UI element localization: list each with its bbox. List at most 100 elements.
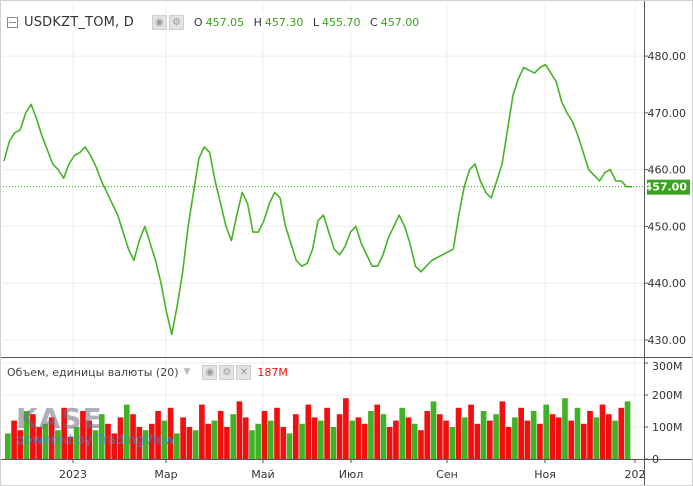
- volume-bar: [361, 423, 368, 459]
- volume-bar: [418, 430, 424, 459]
- time-tick-label: Ноя: [534, 468, 556, 481]
- volume-bar: [355, 417, 362, 459]
- volume-bar: [105, 423, 111, 459]
- volume-bar: [505, 427, 512, 459]
- price-tick-label: 450.00: [648, 220, 687, 233]
- volume-bar: [393, 420, 399, 459]
- volume-bar: [336, 414, 343, 459]
- volume-bar: [474, 423, 481, 459]
- time-tick-label: 202: [625, 468, 646, 481]
- chevron-down-icon[interactable]: ▼: [183, 367, 191, 377]
- volume-bar: [211, 420, 218, 459]
- volume-bar: [80, 411, 86, 459]
- volume-tick-label: 0: [652, 453, 659, 466]
- volume-bar: [493, 414, 499, 459]
- volume-bar: [261, 411, 268, 459]
- volume-bar: [180, 417, 186, 459]
- volume-tick-label: 100M: [652, 421, 683, 434]
- volume-bar: [512, 417, 518, 459]
- time-tick-label: Май: [251, 468, 274, 481]
- volume-bar: [61, 407, 67, 459]
- time-tick-label: 2023: [59, 468, 87, 481]
- volume-bar: [411, 423, 418, 459]
- symbol-title[interactable]: USDKZT_TOM, D: [24, 14, 134, 30]
- volume-bar: [549, 414, 556, 459]
- gear-icon[interactable]: ⚙: [168, 14, 184, 30]
- price-tick-label: 460.00: [648, 164, 687, 177]
- price-tick-label: 430.00: [648, 334, 687, 347]
- volume-bar: [605, 414, 612, 459]
- last-price-badge: [647, 179, 690, 195]
- volume-bar: [36, 427, 42, 459]
- volume-bar: [123, 404, 130, 459]
- volume-bar: [499, 401, 506, 459]
- volume-bar: [142, 430, 149, 459]
- gear-icon[interactable]: ⚙: [219, 364, 235, 380]
- volume-bar: [461, 417, 468, 459]
- volume-bar: [380, 414, 387, 459]
- volume-bar: [186, 427, 193, 459]
- volume-bar: [562, 398, 568, 459]
- volume-bar: [324, 407, 330, 459]
- ohlc-high-value: 457.30: [264, 15, 304, 29]
- volume-bar: [205, 423, 211, 459]
- volume-bar: [236, 401, 243, 459]
- volume-bar: [242, 417, 249, 459]
- volume-bar: [555, 417, 562, 459]
- price-tick-label: 470.00: [648, 107, 687, 120]
- volume-bar: [224, 427, 230, 459]
- volume-bar: [255, 423, 262, 459]
- volume-bar: [449, 427, 456, 459]
- eye-icon[interactable]: ◉: [202, 364, 218, 380]
- volume-bar: [199, 404, 205, 459]
- volume-bar: [11, 420, 17, 459]
- volume-bar: [86, 420, 93, 459]
- volume-bar: [42, 423, 49, 459]
- volume-bar: [5, 433, 11, 459]
- eye-icon[interactable]: ◉: [151, 14, 167, 30]
- ohlc-values: O 457.05 H 457.30 L 455.70 C 457.00: [194, 16, 425, 29]
- collapse-icon[interactable]: [7, 16, 18, 28]
- volume-bar: [543, 404, 550, 459]
- volume-bar: [593, 417, 600, 459]
- symbol-header: USDKZT_TOM, D ◉ ⚙ O 457.05 H 457.30 L 455.7…: [7, 12, 426, 32]
- volume-bar: [17, 430, 24, 459]
- time-tick-label: Мар: [154, 468, 177, 481]
- volume-bar: [130, 414, 136, 459]
- volume-bar: [98, 414, 105, 459]
- volume-bar: [73, 427, 80, 459]
- volume-bar: [568, 420, 575, 459]
- volume-bar: [424, 411, 431, 459]
- ohlc-low-value: 455.70: [322, 15, 361, 29]
- volume-bar: [217, 411, 224, 459]
- price-tick-label: 440.00: [648, 277, 687, 290]
- volume-bar: [587, 411, 593, 459]
- volume-bar: [136, 427, 143, 459]
- ohlc-close-key: C: [370, 15, 378, 29]
- volume-bar: [299, 423, 305, 459]
- ohlc-open-value: 457.05: [205, 15, 245, 29]
- ohlc-close-value: 457.00: [380, 15, 420, 29]
- volume-bar: [405, 417, 412, 459]
- volume-bar: [67, 436, 74, 459]
- volume-label[interactable]: Объем, единицы валюты (20): [7, 365, 179, 379]
- volume-bar: [349, 420, 355, 459]
- volume-bar: [430, 401, 437, 459]
- volume-bar: [524, 420, 531, 459]
- volume-header: Объем, единицы валюты (20) ▼ ◉ ⚙ ✕ 187M: [7, 364, 288, 380]
- volume-bar: [274, 407, 280, 459]
- ohlc-high-key: H: [253, 15, 262, 29]
- volume-bar: [599, 404, 606, 459]
- volume-bar: [574, 407, 581, 459]
- volume-bar: [92, 430, 99, 459]
- volume-value: 187M: [257, 365, 288, 379]
- volume-bar: [518, 407, 524, 459]
- close-icon[interactable]: ✕: [236, 364, 252, 380]
- volume-bar: [192, 430, 199, 459]
- volume-bar: [55, 430, 61, 459]
- volume-bar: [305, 404, 312, 459]
- volume-bar: [111, 433, 118, 459]
- volume-bar: [23, 411, 30, 459]
- volume-bar: [292, 414, 299, 459]
